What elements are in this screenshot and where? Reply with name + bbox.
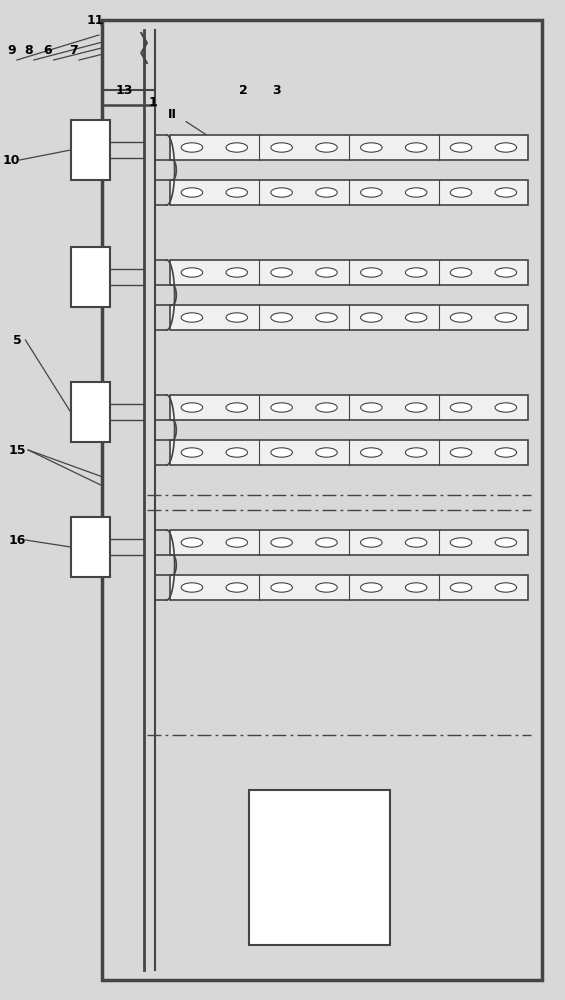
- Ellipse shape: [450, 268, 472, 277]
- Text: 8: 8: [24, 43, 33, 56]
- Ellipse shape: [495, 448, 516, 457]
- Ellipse shape: [406, 403, 427, 412]
- Text: II: II: [168, 108, 177, 121]
- Ellipse shape: [226, 448, 247, 457]
- Bar: [170, 395, 528, 420]
- Ellipse shape: [360, 313, 382, 322]
- Ellipse shape: [181, 538, 203, 547]
- Bar: [71, 120, 110, 180]
- Ellipse shape: [360, 188, 382, 197]
- Ellipse shape: [406, 448, 427, 457]
- Text: 13: 13: [116, 84, 133, 97]
- Ellipse shape: [360, 538, 382, 547]
- Text: 15: 15: [8, 444, 25, 456]
- Ellipse shape: [450, 313, 472, 322]
- Text: 3: 3: [272, 84, 281, 97]
- Ellipse shape: [406, 188, 427, 197]
- Ellipse shape: [450, 538, 472, 547]
- Ellipse shape: [226, 538, 247, 547]
- Ellipse shape: [495, 143, 516, 152]
- Ellipse shape: [271, 143, 292, 152]
- Ellipse shape: [406, 143, 427, 152]
- Bar: [170, 180, 528, 205]
- Ellipse shape: [271, 538, 292, 547]
- Ellipse shape: [406, 583, 427, 592]
- Ellipse shape: [450, 403, 472, 412]
- Ellipse shape: [316, 188, 337, 197]
- Ellipse shape: [181, 268, 203, 277]
- Ellipse shape: [360, 448, 382, 457]
- Ellipse shape: [271, 403, 292, 412]
- Ellipse shape: [316, 313, 337, 322]
- Ellipse shape: [450, 188, 472, 197]
- Ellipse shape: [226, 403, 247, 412]
- Text: 9: 9: [7, 43, 16, 56]
- Ellipse shape: [495, 313, 516, 322]
- Text: 1: 1: [148, 96, 157, 108]
- Text: 2: 2: [238, 84, 247, 97]
- Bar: [170, 440, 528, 465]
- Ellipse shape: [406, 313, 427, 322]
- Ellipse shape: [271, 188, 292, 197]
- Ellipse shape: [360, 143, 382, 152]
- Ellipse shape: [495, 403, 516, 412]
- Ellipse shape: [271, 268, 292, 277]
- Ellipse shape: [360, 403, 382, 412]
- Ellipse shape: [495, 188, 516, 197]
- Text: 5: 5: [12, 334, 21, 347]
- Ellipse shape: [226, 188, 247, 197]
- Bar: [249, 790, 390, 945]
- Ellipse shape: [181, 188, 203, 197]
- Ellipse shape: [316, 538, 337, 547]
- Ellipse shape: [406, 268, 427, 277]
- Ellipse shape: [316, 583, 337, 592]
- Ellipse shape: [271, 583, 292, 592]
- Bar: [170, 575, 528, 600]
- Bar: [71, 517, 110, 577]
- Ellipse shape: [316, 268, 337, 277]
- Ellipse shape: [226, 313, 247, 322]
- Ellipse shape: [495, 583, 516, 592]
- Ellipse shape: [181, 143, 203, 152]
- Ellipse shape: [181, 313, 203, 322]
- Ellipse shape: [450, 448, 472, 457]
- Bar: [170, 530, 528, 555]
- Ellipse shape: [316, 403, 337, 412]
- Ellipse shape: [495, 538, 516, 547]
- Bar: [170, 305, 528, 330]
- Ellipse shape: [360, 268, 382, 277]
- Bar: [71, 247, 110, 307]
- Ellipse shape: [271, 448, 292, 457]
- Ellipse shape: [316, 448, 337, 457]
- Ellipse shape: [226, 583, 247, 592]
- Ellipse shape: [271, 313, 292, 322]
- Ellipse shape: [181, 448, 203, 457]
- Bar: [170, 260, 528, 285]
- Ellipse shape: [181, 583, 203, 592]
- Text: 11: 11: [86, 13, 103, 26]
- Bar: [102, 20, 542, 980]
- Ellipse shape: [406, 538, 427, 547]
- Ellipse shape: [316, 143, 337, 152]
- Ellipse shape: [495, 268, 516, 277]
- Text: 16: 16: [8, 534, 25, 546]
- Bar: [170, 135, 528, 160]
- Text: 10: 10: [3, 153, 20, 166]
- Ellipse shape: [226, 268, 247, 277]
- Ellipse shape: [450, 583, 472, 592]
- Ellipse shape: [450, 143, 472, 152]
- Bar: [71, 382, 110, 442]
- Ellipse shape: [226, 143, 247, 152]
- Ellipse shape: [181, 403, 203, 412]
- Ellipse shape: [360, 583, 382, 592]
- Text: 6: 6: [44, 43, 53, 56]
- Text: 7: 7: [69, 43, 78, 56]
